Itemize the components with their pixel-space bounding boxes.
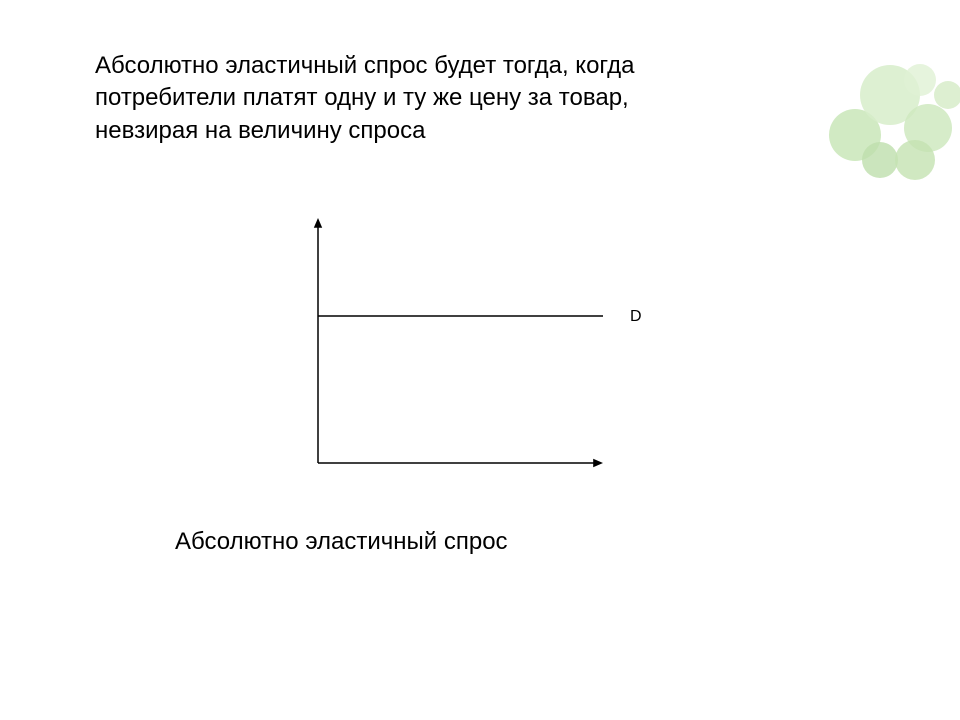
description-text: Абсолютно эластичный спрос будет тогда, … bbox=[95, 50, 695, 147]
demand-chart bbox=[293, 218, 613, 478]
demand-curve-label: D bbox=[630, 308, 642, 326]
decorative-circles bbox=[820, 40, 960, 190]
chart-caption: Абсолютно эластичный спрос bbox=[175, 528, 508, 556]
